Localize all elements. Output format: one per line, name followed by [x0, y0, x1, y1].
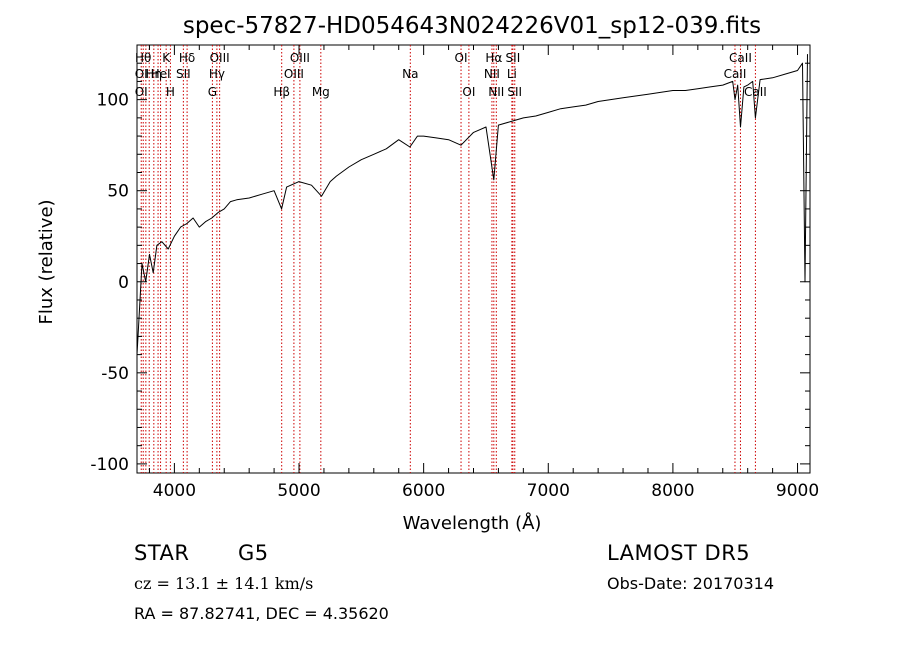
chart-title: spec-57827-HD054643N024226V01_sp12-039.f…: [183, 13, 761, 39]
y-tick-label: 0: [118, 273, 129, 293]
line-label-OIII: OIII: [290, 51, 310, 65]
line-label-Mg: Mg: [312, 85, 330, 99]
line-label-SII: SII: [176, 67, 191, 81]
line-label-Hα: Hα: [485, 51, 502, 65]
spectral-line-labels: HθHηOIOIHeIKHSIIHδGHγOIIIHβOIIIOIIIMgNaO…: [135, 51, 767, 99]
x-axis-label: Wavelength (Å): [403, 512, 542, 534]
line-label-CaII: CaII: [729, 51, 752, 65]
line-label-OI: OI: [455, 51, 468, 65]
line-label-HeI: HeI: [151, 67, 171, 81]
y-tick-label: 50: [107, 182, 129, 202]
obs-date: Obs-Date: 20170314: [607, 574, 775, 593]
line-label-CaII: CaII: [724, 67, 747, 81]
line-label-Hθ: Hθ: [135, 51, 151, 65]
line-label-NII: NII: [484, 67, 500, 81]
object-subclass: G5: [238, 541, 269, 565]
line-label-Na: Na: [402, 67, 418, 81]
line-label-OI: OI: [462, 85, 475, 99]
spectrum-series: [136, 54, 808, 355]
line-label-CaII: CaII: [744, 85, 767, 99]
spectrum-chart: spec-57827-HD054643N024226V01_sp12-039.f…: [36, 13, 819, 534]
spectral-line-markers: [140, 45, 756, 473]
x-tick-label: 6000: [402, 481, 445, 501]
line-label-OIII: OIII: [210, 51, 230, 65]
survey-name: LAMOST DR5: [607, 541, 751, 565]
line-label-SII: SII: [507, 85, 522, 99]
spectrum-line: [136, 54, 808, 355]
coordinates-readout: RA = 87.82741, DEC = 4.35620: [134, 604, 389, 623]
line-label-Hδ: Hδ: [179, 51, 195, 65]
x-tick-label: 7000: [527, 481, 570, 501]
x-tick-label: 5000: [277, 481, 320, 501]
line-label-G: G: [208, 85, 217, 99]
line-label-H: H: [166, 85, 175, 99]
x-tick-label: 8000: [651, 481, 694, 501]
y-axis-label: Flux (relative): [36, 199, 57, 324]
line-label-NII: NII: [488, 85, 504, 99]
object-class: STAR: [134, 541, 190, 565]
line-label-Li: Li: [507, 67, 517, 81]
x-tick-label: 9000: [776, 481, 819, 501]
line-label-Hγ: Hγ: [209, 67, 225, 81]
line-label-K: K: [162, 51, 171, 65]
line-label-OI: OI: [135, 67, 148, 81]
y-axis: -100 -50 0 50 100: [90, 62, 810, 475]
x-axis: 4000 5000 6000 7000 8000 9000: [148, 45, 819, 501]
redshift-readout: cz = 13.1 ± 14.1 km/s: [134, 574, 314, 593]
y-tick-label: -50: [101, 364, 129, 384]
line-label-SII: SII: [506, 51, 521, 65]
line-label-Hβ: Hβ: [273, 85, 290, 99]
line-label-Hη: Hη: [146, 67, 163, 81]
plot-frame: [136, 44, 811, 474]
y-tick-label: -100: [90, 455, 129, 475]
x-tick-label: 4000: [153, 481, 196, 501]
line-label-OI: OI: [135, 85, 148, 99]
y-tick-label: 100: [97, 91, 129, 111]
line-label-OIII: OIII: [284, 67, 304, 81]
